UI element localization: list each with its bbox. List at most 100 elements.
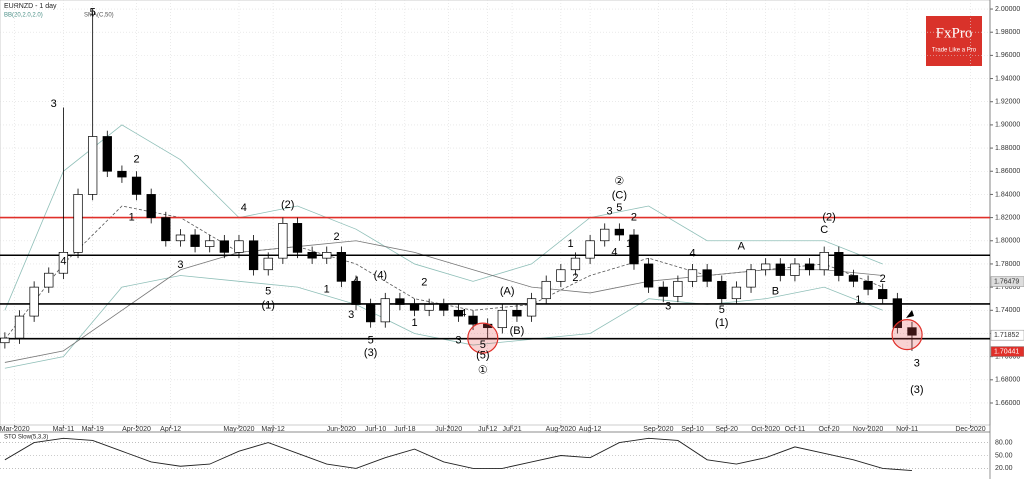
candle-body bbox=[687, 269, 698, 282]
wave-label: 3 bbox=[607, 206, 613, 218]
oscillator-line bbox=[4, 437, 913, 471]
wave-label: 5 bbox=[616, 202, 622, 214]
candle-body bbox=[14, 315, 25, 339]
x-tick-label: Mar-2020 bbox=[0, 426, 30, 433]
candle-body bbox=[717, 280, 727, 300]
wave-label: 3 bbox=[51, 98, 57, 110]
candle-body bbox=[761, 263, 771, 271]
wave-label: 3 bbox=[914, 357, 920, 369]
candle-body bbox=[848, 275, 859, 282]
oscillator-tick-label: 80.00 bbox=[995, 439, 1013, 446]
price-tag-label: 1.76479 bbox=[994, 278, 1019, 285]
wave-label: 1 bbox=[568, 238, 574, 250]
candle-body bbox=[790, 263, 800, 276]
candle-body bbox=[365, 304, 376, 323]
x-tick-label: Dec-2020 bbox=[955, 426, 985, 433]
y-tick-label: 1.70000 bbox=[995, 353, 1020, 360]
wave-label: (4) bbox=[374, 269, 387, 281]
candle-body bbox=[526, 298, 537, 317]
candle-body bbox=[219, 240, 229, 253]
x-tick-label: Mar-11 bbox=[53, 426, 75, 433]
wave-label: 1 bbox=[324, 283, 330, 295]
x-tick-label: May-12 bbox=[261, 426, 284, 433]
candle-body bbox=[673, 280, 683, 297]
plot-frame bbox=[0, 0, 991, 426]
logo-name: FxPro bbox=[936, 25, 973, 41]
candle-body bbox=[161, 217, 171, 242]
candle-body bbox=[88, 136, 98, 195]
candle-body bbox=[117, 170, 127, 178]
wave-label: 5 bbox=[368, 334, 374, 346]
logo-tagline: Trade Like a Pro bbox=[932, 48, 977, 54]
x-tick-label: Jul-2020 bbox=[435, 426, 462, 433]
wave-label: A bbox=[738, 240, 746, 252]
x-tick-label: Aug-2020 bbox=[546, 426, 576, 433]
wave-label: 3 bbox=[665, 301, 671, 313]
candle-body bbox=[29, 286, 39, 317]
candle-body bbox=[907, 327, 917, 336]
logo: FxPro Trade Like a Pro bbox=[926, 16, 982, 66]
wave-label: 4 bbox=[460, 308, 466, 320]
wave-label: (C) bbox=[612, 189, 627, 201]
y-tick-label: 1.94000 bbox=[995, 75, 1020, 82]
price-tag-label: 1.70441 bbox=[994, 348, 1019, 355]
wave-label: (5) bbox=[476, 349, 489, 361]
y-tick-label: 1.74000 bbox=[995, 307, 1020, 314]
price-tag-label: 1.71852 bbox=[994, 332, 1019, 339]
candle-body bbox=[278, 223, 288, 259]
wave-label: ① bbox=[478, 364, 488, 376]
oscillator-title: STO Slow(5,3,3) bbox=[4, 435, 48, 441]
wave-label: (B) bbox=[510, 325, 525, 337]
candle-body bbox=[541, 280, 551, 300]
candle-body bbox=[175, 234, 186, 242]
candle-body bbox=[702, 269, 712, 282]
wave-label: B bbox=[772, 286, 779, 298]
wave-label: 3 bbox=[177, 259, 183, 271]
x-tick-label: Oct-20 bbox=[819, 426, 840, 433]
y-tick-label: 1.98000 bbox=[995, 29, 1020, 36]
y-tick-label: 1.68000 bbox=[995, 377, 1020, 384]
wave-label: C bbox=[820, 224, 828, 236]
wave-label: 4 bbox=[689, 247, 695, 259]
candle-body bbox=[0, 337, 10, 344]
wave-label: 2 bbox=[572, 272, 578, 284]
wave-label: (3) bbox=[910, 384, 923, 396]
candle-body bbox=[468, 315, 478, 325]
x-tick-label: Sep-20 bbox=[715, 426, 738, 433]
x-tick-label: Aug-12 bbox=[579, 426, 602, 433]
candle-body bbox=[73, 194, 83, 253]
x-tick-label: Jul-12 bbox=[478, 426, 497, 433]
price-tag bbox=[990, 276, 1024, 287]
candle-body bbox=[643, 263, 654, 288]
wave-label: (2) bbox=[281, 199, 294, 211]
candle-body bbox=[556, 269, 566, 282]
logo-box bbox=[926, 16, 982, 66]
candle-body bbox=[804, 263, 815, 271]
candle-body bbox=[336, 252, 347, 282]
candle-body bbox=[146, 194, 156, 218]
x-tick-label: Apr-2020 bbox=[122, 426, 151, 433]
x-tick-label: Nov-11 bbox=[896, 426, 918, 433]
candle-body bbox=[585, 240, 595, 259]
wave-label: 1 bbox=[626, 238, 632, 250]
arrow bbox=[906, 310, 914, 318]
x-tick-label: Sep-10 bbox=[681, 426, 704, 433]
y-tick-label: 1.82000 bbox=[995, 214, 1020, 221]
chart-title: EURNZD - 1 day bbox=[4, 3, 57, 10]
highlight-circle bbox=[467, 322, 499, 354]
x-tick-label: Nov-2020 bbox=[853, 426, 883, 433]
candle-body bbox=[863, 280, 873, 290]
y-tick-label: 2.00000 bbox=[995, 6, 1020, 13]
candle-body bbox=[395, 298, 405, 305]
candle-body bbox=[439, 304, 449, 311]
candle-body bbox=[731, 286, 742, 300]
wave-label: 5 bbox=[90, 6, 96, 18]
wave-label: 3 bbox=[455, 334, 461, 346]
wave-label: 4 bbox=[611, 246, 617, 258]
candle-body bbox=[570, 257, 581, 271]
wave-label: 4 bbox=[353, 275, 359, 287]
y-tick-label: 1.76000 bbox=[995, 284, 1020, 291]
wave-label: 4 bbox=[241, 202, 247, 214]
candle-body bbox=[322, 252, 332, 259]
